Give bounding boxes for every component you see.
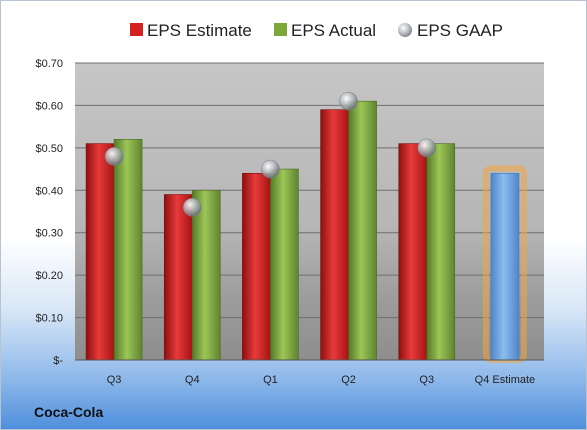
legend-swatch-eps-gaap	[398, 23, 412, 37]
y-tick-label: $0.60	[35, 100, 63, 112]
y-tick-label: $0.10	[35, 313, 63, 325]
gaap-markers	[104, 91, 436, 217]
marker-eps-gaap	[183, 198, 202, 217]
bar-eps-estimate	[320, 109, 349, 361]
legend: EPS Estimate EPS Actual EPS GAAP	[130, 21, 503, 40]
bar-eps-estimate	[398, 143, 428, 361]
y-tick-label: $0.40	[35, 185, 63, 197]
company-name: Coca-Cola	[34, 404, 103, 420]
bar-eps-actual	[191, 189, 221, 361]
grid-lines	[75, 62, 544, 319]
y-tick-label: $0.50	[35, 143, 63, 155]
x-tick-label: Q3	[107, 374, 122, 386]
x-tick-label: Q4	[185, 374, 200, 386]
legend-label-eps-gaap: EPS GAAP	[417, 21, 503, 40]
bar-eps-estimate	[85, 143, 115, 361]
bar-eps-actual	[270, 168, 299, 361]
bar-eps-actual	[113, 139, 143, 361]
bars	[85, 100, 520, 361]
y-tick-label: $0.30	[35, 228, 63, 240]
y-axis-labels: $- $0.10 $0.20 $0.30 $0.40 $0.50 $0.60 $0.70	[35, 58, 63, 367]
marker-eps-gaap	[339, 91, 358, 111]
legend-label-eps-estimate: EPS Estimate	[147, 21, 252, 40]
bar-eps-actual	[426, 143, 456, 361]
y-tick-label: $-	[53, 355, 63, 367]
x-tick-label: Q4 Estimate	[475, 374, 536, 386]
legend-swatch-eps-actual	[274, 23, 287, 36]
legend-item-eps-gaap: EPS GAAP	[398, 21, 503, 40]
x-tick-label: Q3	[419, 374, 434, 386]
bar-eps-actual	[348, 100, 377, 361]
marker-eps-gaap	[261, 159, 280, 179]
marker-eps-gaap	[104, 147, 124, 166]
bar-eps-estimate-highlight	[490, 172, 520, 361]
legend-item-eps-estimate: EPS Estimate	[130, 21, 252, 40]
bar-eps-estimate	[163, 194, 193, 361]
x-axis-labels: Q3 Q4 Q1 Q2 Q3 Q4 Estimate	[107, 374, 535, 386]
y-tick-label: $0.70	[35, 58, 63, 70]
legend-label-eps-actual: EPS Actual	[291, 21, 376, 40]
plot-area	[75, 63, 544, 360]
x-tick-label: Q2	[341, 374, 356, 386]
x-tick-label: Q1	[263, 374, 278, 386]
bar-eps-estimate	[242, 173, 271, 361]
legend-item-eps-actual: EPS Actual	[274, 21, 376, 40]
legend-swatch-eps-estimate	[130, 23, 143, 36]
marker-eps-gaap	[417, 138, 436, 158]
y-tick-label: $0.20	[35, 270, 63, 282]
